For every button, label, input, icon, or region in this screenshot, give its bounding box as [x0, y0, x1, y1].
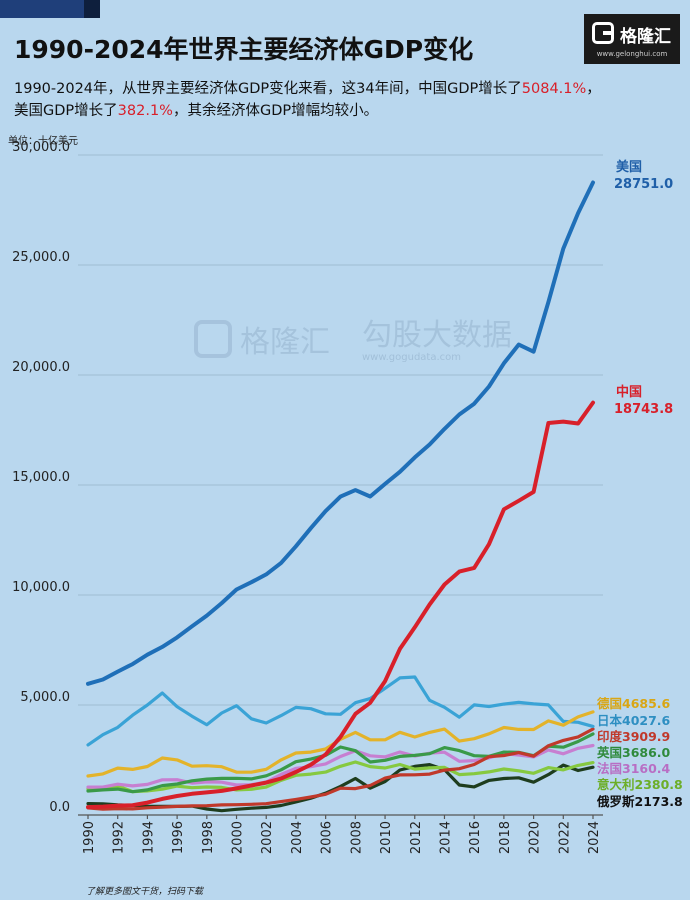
y-tick-label: 25,000.0 — [12, 250, 70, 265]
x-tick-label: 1992 — [112, 821, 127, 854]
series-line-uk — [86, 732, 595, 794]
page-title: 1990-2024年世界主要经济体GDP变化 — [14, 35, 474, 64]
x-tick-label: 2002 — [260, 821, 275, 854]
end-value-india: 3909.9 — [622, 729, 670, 744]
watermark-brand: 格隆汇 — [240, 325, 330, 360]
x-tick-label: 2006 — [320, 821, 335, 854]
y-tick-label: 10,000.0 — [12, 580, 70, 595]
subtitle-part2: ， — [586, 81, 601, 97]
end-value-russia: 2173.8 — [635, 794, 683, 809]
logo-name: 格隆汇 — [620, 27, 671, 47]
series-name-uk: 英国 — [597, 745, 622, 760]
watermark-site-url: www.gogudata.com — [362, 352, 461, 363]
end-value-germany: 4685.6 — [622, 696, 671, 711]
x-tick-label: 2012 — [409, 821, 424, 854]
series-name-france: 法国 — [597, 761, 622, 776]
x-tick-label: 2024 — [587, 821, 602, 854]
logo-g-icon — [592, 22, 614, 44]
series-line-india — [86, 727, 595, 811]
end-value-uk: 3686.0 — [622, 745, 671, 760]
x-tick-label: 2014 — [438, 821, 453, 854]
y-tick-label: 30,000.0 — [12, 140, 70, 155]
end-value-china: 18743.8 — [614, 402, 673, 417]
x-tick-label: 1998 — [201, 821, 216, 854]
series-name-india: 印度 — [597, 729, 623, 744]
subtitle-part4: ，其余经济体GDP增幅均较小。 — [172, 103, 379, 119]
end-value-usa: 28751.0 — [614, 177, 673, 192]
x-tick-label: 1990 — [82, 821, 97, 854]
top-accent-bar — [0, 0, 100, 18]
x-tick-label: 1994 — [141, 821, 156, 854]
x-tick-label: 2004 — [290, 821, 305, 854]
series-name-china: 中国 — [616, 384, 642, 400]
logo-url: www.gelonghui.com — [596, 50, 668, 58]
watermark-g-icon — [194, 320, 232, 358]
subtitle: 1990-2024年，从世界主要经济体GDP变化来看，这34年间，中国GDP增长… — [14, 78, 684, 122]
y-tick-label: 15,000.0 — [12, 470, 70, 485]
x-tick-label: 1996 — [171, 821, 186, 854]
brand-logo: 格隆汇 www.gelonghui.com — [584, 14, 680, 64]
series-name-italy: 意大利 — [597, 777, 635, 792]
end-value-italy: 2380.8 — [635, 777, 683, 792]
x-tick-label: 2010 — [379, 821, 394, 854]
x-tick-label: 2020 — [528, 821, 543, 854]
x-tick-label: 2016 — [468, 821, 483, 854]
series-name-usa: 美国 — [616, 159, 642, 175]
series-line-usa — [86, 180, 595, 686]
us-growth: 382.1% — [117, 103, 173, 119]
series-line-china — [86, 400, 595, 810]
series-line-japan — [86, 675, 595, 747]
series-line-italy — [86, 760, 595, 794]
x-tick-label: 2008 — [349, 821, 364, 854]
x-tick-label: 2000 — [231, 821, 246, 854]
x-tick-label: 2022 — [557, 821, 572, 854]
y-tick-label: 5,000.0 — [20, 690, 70, 705]
end-value-france: 3160.4 — [622, 761, 671, 776]
end-value-japan: 4027.6 — [622, 713, 671, 728]
y-tick-label: 0.0 — [49, 800, 70, 815]
footer-note: 了解更多图文干货，扫码下载 — [86, 887, 204, 897]
series-name-russia: 俄罗斯 — [596, 794, 635, 809]
unit-label: 单位：十亿美元 — [8, 136, 78, 147]
subtitle-part3: 美国GDP增长了 — [14, 103, 118, 119]
series-name-germany: 德国 — [597, 696, 622, 711]
series-name-japan: 日本 — [597, 713, 623, 728]
y-tick-label: 20,000.0 — [12, 360, 70, 375]
watermark-site: 勾股大数据 — [362, 318, 512, 353]
subtitle-part1: 1990-2024年，从世界主要经济体GDP变化来看，这34年间，中国GDP增长… — [14, 81, 522, 97]
x-tick-label: 2018 — [498, 821, 513, 854]
china-growth: 5084.1% — [521, 81, 587, 97]
